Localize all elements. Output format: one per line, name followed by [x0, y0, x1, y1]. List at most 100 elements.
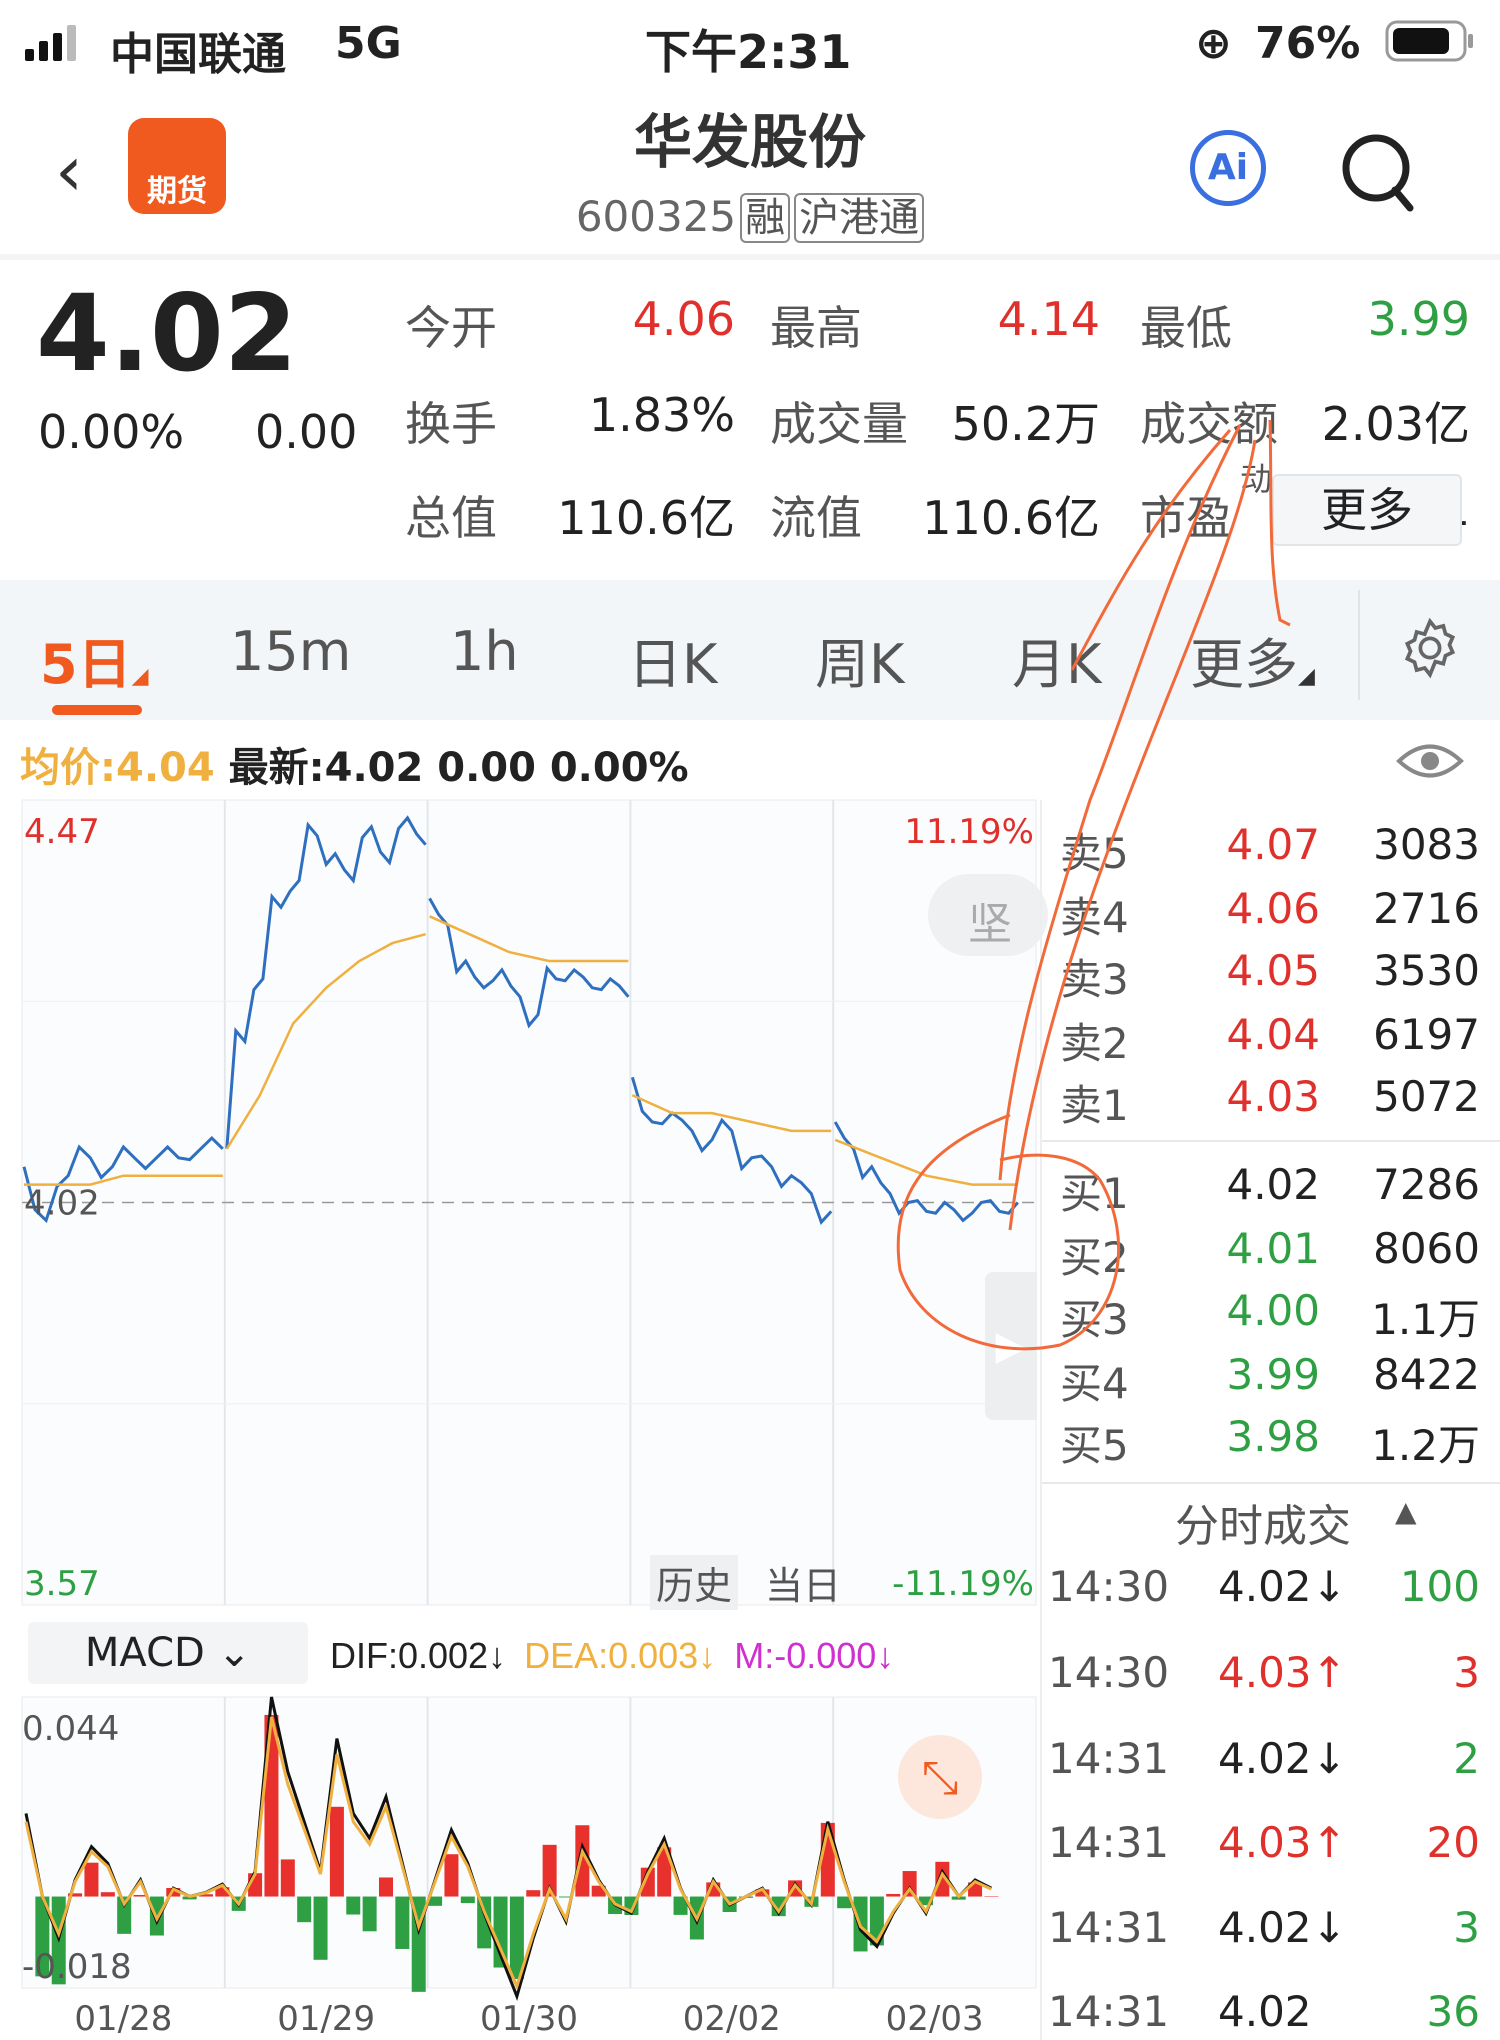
quote-field-value: 50.2万: [951, 397, 1100, 451]
tick-volume: 20: [1426, 1818, 1480, 1867]
tick-trades-title[interactable]: 分时成交: [1175, 1501, 1351, 1552]
macd-histogram-bar: [117, 1896, 132, 1934]
divider: [1040, 1482, 1500, 1484]
tick-price: 4.02: [1218, 1987, 1312, 2036]
quote-field-value: 110.6亿: [557, 491, 735, 545]
chart-info-line: 均价:4.04 最新:4.02 0.00 0.00%: [20, 735, 689, 793]
level-volume: 7286: [1373, 1160, 1480, 1209]
macd-histogram-bar: [558, 1896, 573, 1898]
tab-3[interactable]: 日K: [628, 620, 717, 699]
macd-chart[interactable]: 0.044 -0.018 01/28 01/29 01/30 02/02 02/03: [0, 1692, 1040, 2040]
divider: [1040, 1140, 1500, 1142]
ai-button[interactable]: Ai: [1190, 130, 1266, 206]
tab-5[interactable]: 月K: [1012, 620, 1101, 699]
level-price: 4.04: [1226, 1010, 1320, 1059]
tab-1[interactable]: 15m: [230, 620, 351, 683]
ai-label: Ai: [1207, 147, 1249, 188]
intraday-price-chart[interactable]: 4.47 3.57 4.02 11.19% -11.19%: [0, 795, 1040, 1615]
tab-2[interactable]: 1h: [450, 620, 519, 683]
battery-icon: [1385, 20, 1473, 62]
period-tabs: 5日◢ 15m 1h 日K 周K 月K 更多◢: [0, 580, 1500, 720]
tick-volume: 3: [1453, 1903, 1480, 1952]
level-label: 卖2: [1060, 1019, 1129, 1068]
stock-code: 600325: [575, 192, 737, 241]
carrier: 中国联通: [110, 29, 286, 80]
sell-order-row: 卖1 4.03 5072: [1060, 1072, 1480, 1130]
macd-histogram-bar: [444, 1854, 459, 1897]
tick-time: 14:31: [1048, 1987, 1170, 2036]
macd-min-label: -0.018: [22, 1947, 132, 1987]
search-icon[interactable]: [1340, 130, 1420, 215]
today-button[interactable]: 当日: [765, 1564, 842, 1608]
more-quote-button[interactable]: 更多: [1272, 474, 1462, 546]
level-volume: 8422: [1373, 1350, 1480, 1399]
level-label: 买3: [1060, 1295, 1129, 1344]
futures-badge-label: 期货: [147, 174, 207, 209]
macd-histogram-bar: [591, 1885, 606, 1897]
history-button[interactable]: 历史: [650, 1555, 739, 1610]
settings-gear-icon[interactable]: [1398, 616, 1462, 680]
level-price: 4.06: [1226, 884, 1320, 933]
macd-histogram-bar: [428, 1896, 443, 1906]
quote-field-value: 3.99: [1367, 292, 1470, 346]
tab-label: 1h: [450, 620, 519, 683]
back-button[interactable]: ‹: [55, 130, 83, 212]
latest-price: 最新:4.02 0.00 0.00%: [228, 745, 689, 791]
tab-6[interactable]: 更多◢: [1190, 620, 1315, 699]
quote-field-label: 最低: [1140, 301, 1232, 355]
comment-bubble[interactable]: 坚决: [928, 874, 1048, 956]
battery-percent: 76%: [1255, 18, 1361, 69]
macd-histogram-bar: [100, 1892, 115, 1897]
stock-name: 华发股份: [633, 108, 866, 176]
tick-volume: 100: [1399, 1562, 1480, 1611]
change-amount: 0.00: [255, 405, 358, 459]
tab-label: 日K: [628, 633, 718, 696]
level-price: 4.05: [1226, 946, 1320, 995]
collapse-up-icon[interactable]: ▲: [1395, 1495, 1417, 1528]
price-line: [22, 815, 1019, 1226]
eye-icon[interactable]: [1395, 738, 1465, 784]
pct-max-label: 11.19%: [904, 812, 1034, 852]
indicator-selector[interactable]: MACD ⌄: [28, 1622, 308, 1684]
quote-field-value: 1.83%: [588, 388, 735, 442]
tab-label: 更多: [1190, 633, 1298, 696]
tick-time: 14:31: [1048, 1903, 1170, 1952]
level-volume: 2716: [1373, 884, 1480, 933]
macd-histogram-bar: [918, 1896, 933, 1906]
macd-histogram-bar: [771, 1896, 786, 1917]
fullscreen-expand-icon[interactable]: ⤡: [898, 1735, 982, 1819]
tab-0[interactable]: 5日◢: [40, 620, 149, 699]
y-current-label: 4.02: [24, 1184, 100, 1224]
tab-4[interactable]: 周K: [815, 620, 904, 699]
futures-badge-button[interactable]: 期货: [128, 118, 226, 214]
dea-value: DEA:0.003↓: [524, 1635, 717, 1676]
macd-histogram-bar: [755, 1889, 770, 1897]
level-label: 买2: [1060, 1233, 1129, 1282]
quote-field-label: 今开: [405, 301, 497, 355]
tick-time: 14:31: [1048, 1734, 1170, 1783]
pct-min-label: -11.19%: [892, 1564, 1034, 1604]
macd-histogram-bar: [198, 1894, 213, 1897]
macd-histogram-bar: [460, 1896, 475, 1904]
x-date-label: 01/29: [277, 1999, 375, 2039]
tick-time: 14:30: [1048, 1562, 1170, 1611]
tab-label: 月K: [1012, 633, 1102, 696]
tick-volume: 3: [1453, 1648, 1480, 1697]
level-label: 卖5: [1060, 829, 1129, 878]
buy-order-row: 买2 4.01 8060: [1060, 1224, 1480, 1282]
macd-histogram-bar: [346, 1896, 361, 1915]
quote-field-value: 110.6亿: [922, 491, 1100, 545]
level-label: 卖3: [1060, 955, 1129, 1004]
macd-histogram-bar: [837, 1896, 852, 1909]
level-volume: 6197: [1373, 1010, 1480, 1059]
level-price: 4.07: [1226, 820, 1320, 869]
level-label: 卖4: [1060, 893, 1129, 942]
last-price: 4.02: [36, 272, 298, 395]
quote-field-value: 4.14: [997, 292, 1100, 346]
tick-price: 4.03↑: [1218, 1818, 1347, 1867]
macd-histogram-bar: [509, 1896, 524, 1980]
connect-tag: 沪港通: [794, 193, 925, 243]
orderbook-collapse-handle[interactable]: ▶: [985, 1272, 1037, 1420]
tick-time: 14:30: [1048, 1648, 1170, 1697]
tick-price: 4.02↓: [1218, 1562, 1347, 1611]
